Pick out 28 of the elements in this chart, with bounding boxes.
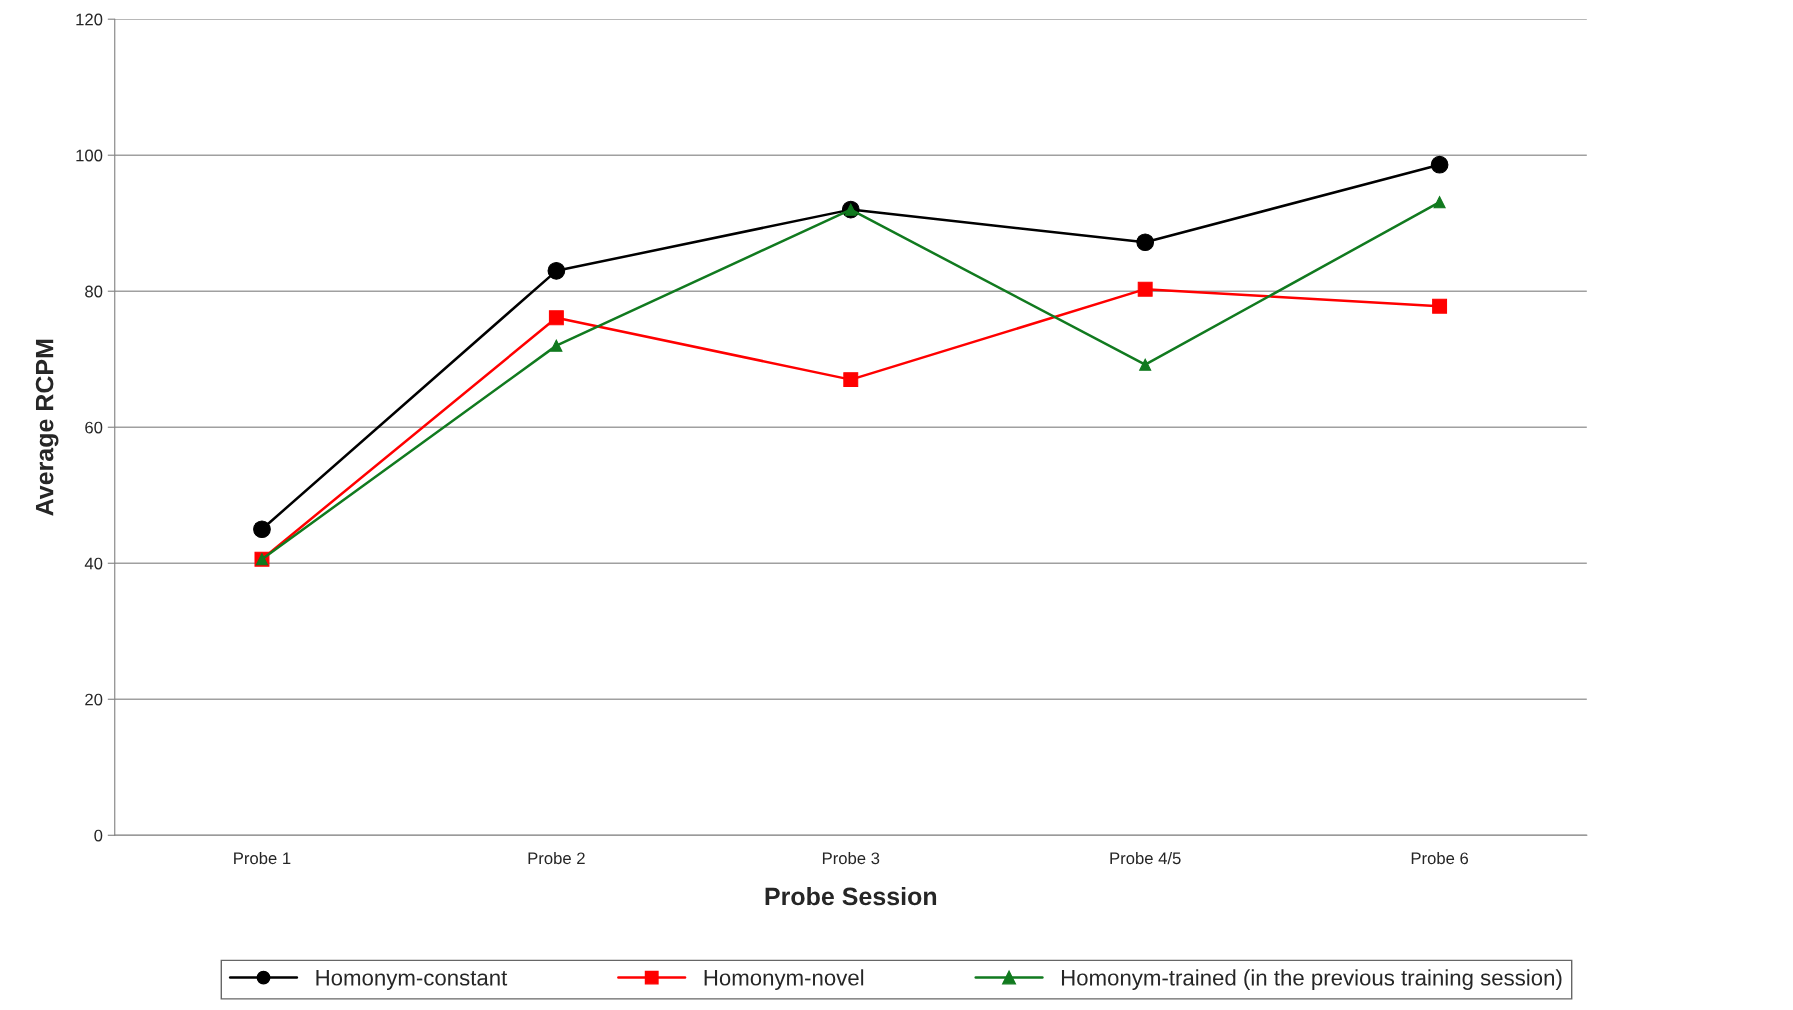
point [1139,358,1152,371]
y-tick-label: 60 [85,421,103,434]
y-tick-label: 120 [76,13,103,26]
y-tick-label: 100 [76,149,103,162]
point [547,261,566,280]
point [1432,298,1448,314]
legend-label: Homonym-novel [704,969,864,990]
x-tick-label: Probe 6 [1411,851,1469,865]
point [1136,233,1155,252]
legend-label: Homonym-trained (in the previous training session) [1061,969,1562,990]
point [843,372,859,388]
y-tick-label: 40 [84,557,103,570]
point [1433,196,1446,209]
y-tick-label: 20 [85,693,103,706]
legend-label: Homonym-constant [316,970,508,990]
point [550,339,563,352]
y-tick-label: 80 [85,285,103,298]
x-tick-label: Probe 2 [528,851,585,865]
x-tick-label: Probe 3 [822,851,880,865]
y-axis-title: Average RCPM [35,339,59,516]
x-axis-title: Probe Session [765,886,937,906]
point [253,520,271,539]
point [1137,281,1153,297]
x-tick-label: Probe 1 [234,851,291,865]
point [548,310,564,326]
x-tick-label: Probe 4/5 [1110,851,1181,865]
point [1430,155,1449,174]
y-tick-label: 0 [94,829,103,842]
